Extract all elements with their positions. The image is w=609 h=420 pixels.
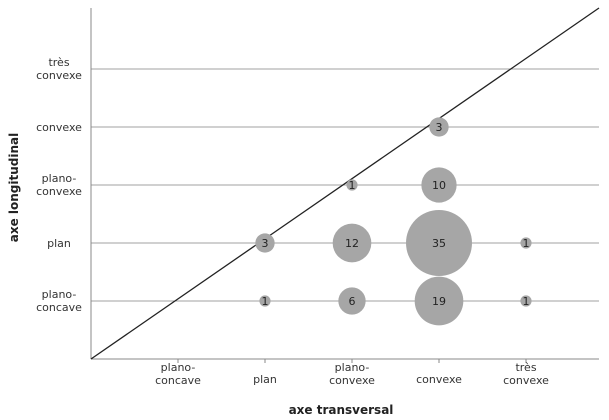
bubble-value-label: 19: [432, 295, 446, 308]
y-tick-labels: plano-concave plan plano-convexe convexe trè…: [36, 56, 82, 314]
bubble-plano-convexe-plano-concave: 6: [338, 287, 366, 315]
y-tick-label-plano-concave: plano-concave: [36, 288, 82, 314]
bubble-circle: [406, 210, 472, 276]
x-tick-label-plano-convexe: plano-convexe: [329, 361, 375, 387]
bubble-value-label: 1: [349, 179, 356, 192]
bubble-tres-convexe-plano-concave: 1: [520, 295, 532, 308]
bubble-value-label: 6: [349, 295, 356, 308]
bubble-circle: [338, 287, 366, 315]
bubble-value-label: 1: [523, 237, 530, 250]
bubble-value-label: 12: [345, 237, 359, 250]
bubble-plan-plan: 3: [255, 233, 275, 253]
bubble-circle: [346, 179, 358, 191]
bubble-circle: [259, 295, 271, 307]
bubble-circle: [421, 167, 457, 203]
y-axis-title: axe longitudinal: [7, 133, 21, 243]
bubble-circle: [429, 117, 449, 137]
bubble-value-label: 35: [432, 237, 446, 250]
y-tick-label-convexe: convexe: [36, 121, 82, 134]
x-tick-labels: plano-concave plan plano-convexe convexe trè…: [155, 359, 549, 387]
x-tick-label-plano-concave: plano-concave: [155, 361, 201, 387]
bubble-tres-convexe-plan: 1: [520, 237, 532, 250]
bubbles: 1 6 19 1 3 12 35 1 1 10 3: [255, 117, 532, 326]
bubble-plan-plano-concave: 1: [259, 295, 271, 308]
y-tick-label-plano-convexe: plano-convexe: [36, 172, 82, 198]
gridlines: [91, 68, 599, 302]
x-axis-title: axe transversal: [289, 403, 394, 417]
bubble-plano-convexe-plano-convexe: 1: [346, 179, 358, 192]
x-tick-label-plan: plan: [253, 373, 277, 386]
bubble-plano-convexe-plan: 12: [332, 223, 372, 263]
bubble-circle: [520, 295, 532, 307]
y-tick-label-tres-convexe: très convexe: [36, 56, 82, 82]
bubble-convexe-plan: 35: [406, 210, 472, 276]
bubble-convexe-plano-concave: 19: [414, 276, 464, 326]
diagonal-reference-line: [90, 7, 600, 360]
bubble-circle: [255, 233, 275, 253]
x-tick-label-convexe: convexe: [416, 373, 462, 386]
bubble-circle: [520, 237, 532, 249]
bubble-circle: [414, 276, 464, 326]
bubble-convexe-plano-convexe: 10: [421, 167, 457, 203]
bubble-convexe-convexe: 3: [429, 117, 449, 137]
bubble-value-label: 3: [262, 237, 269, 250]
bubble-value-label: 1: [262, 295, 269, 308]
bubble-circle: [332, 223, 372, 263]
y-tick-label-plan: plan: [47, 237, 71, 250]
bubble-value-label: 3: [436, 121, 443, 134]
x-tick-label-tres-convexe: très convexe: [503, 361, 549, 387]
bubble-value-label: 1: [523, 295, 530, 308]
bubble-value-label: 10: [432, 179, 446, 192]
